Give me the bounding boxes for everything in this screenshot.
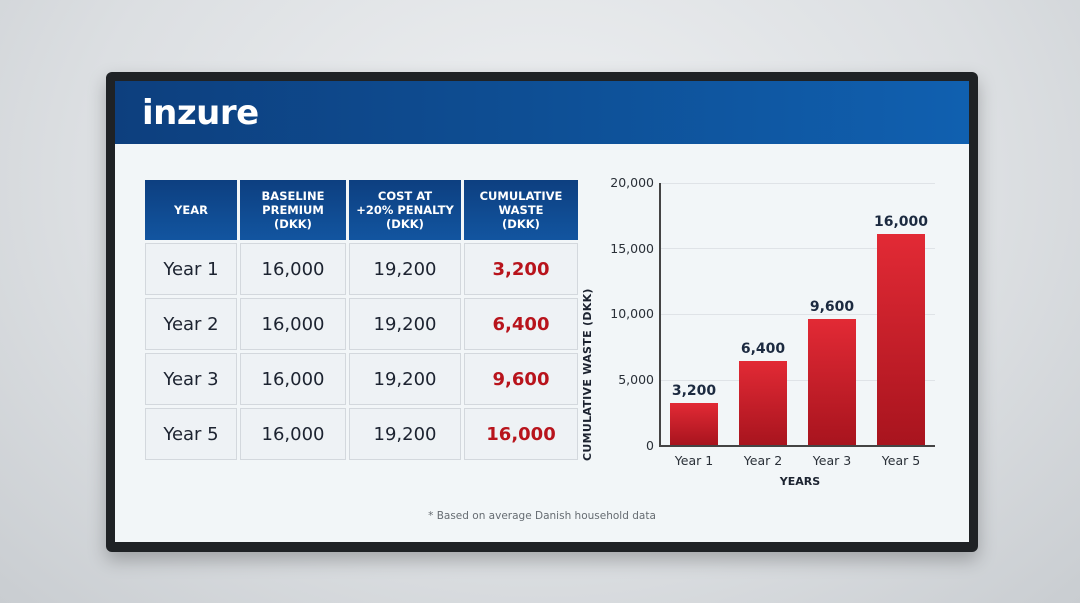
table-row: Year 5 16,000 19,200 16,000 bbox=[145, 408, 578, 460]
cell-baseline: 16,000 bbox=[240, 408, 346, 460]
y-tick: 20,000 bbox=[610, 175, 654, 190]
column-header-baseline: BASELINE PREMIUM (DKK) bbox=[240, 180, 346, 240]
table-row: Year 3 16,000 19,200 9,600 bbox=[145, 353, 578, 405]
cell-baseline: 16,000 bbox=[240, 353, 346, 405]
cell-waste: 6,400 bbox=[464, 298, 578, 350]
column-header-year: YEAR bbox=[145, 180, 237, 240]
bar-value-label: 16,000 bbox=[873, 214, 929, 230]
x-tick: Year 1 bbox=[674, 453, 714, 468]
waste-table: YEAR BASELINE PREMIUM (DKK) COST AT +20% PE… bbox=[142, 177, 581, 463]
brand-logo: inzure bbox=[142, 93, 259, 133]
gridline bbox=[660, 314, 935, 315]
table-row: Year 2 16,000 19,200 6,400 bbox=[145, 298, 578, 350]
cell-waste: 9,600 bbox=[464, 353, 578, 405]
y-tick: 10,000 bbox=[610, 306, 654, 321]
gridline bbox=[660, 380, 935, 381]
cell-penalty: 19,200 bbox=[349, 298, 461, 350]
bar-year-3 bbox=[808, 319, 856, 445]
bar-value-label: 3,200 bbox=[671, 383, 717, 399]
x-axis-label: YEARS bbox=[779, 475, 821, 488]
cell-year: Year 2 bbox=[145, 298, 237, 350]
table-header-row: YEAR BASELINE PREMIUM (DKK) COST AT +20% PE… bbox=[145, 180, 578, 240]
cell-year: Year 1 bbox=[145, 243, 237, 295]
y-axis-label: CUMULATIVE WASTE (DKK) bbox=[581, 288, 594, 461]
x-tick: Year 2 bbox=[743, 453, 783, 468]
bar-value-label: 9,600 bbox=[809, 299, 855, 315]
slide-screen: inzure YEAR BASELINE PREMIUM (DKK) COST AT… bbox=[115, 81, 969, 542]
x-tick: Year 3 bbox=[812, 453, 852, 468]
cell-year: Year 5 bbox=[145, 408, 237, 460]
cell-penalty: 19,200 bbox=[349, 408, 461, 460]
bar-year-5 bbox=[877, 234, 925, 445]
y-tick: 5,000 bbox=[618, 372, 654, 387]
cell-baseline: 16,000 bbox=[240, 243, 346, 295]
y-axis bbox=[659, 183, 661, 446]
footnote: * Based on average Danish household data bbox=[428, 510, 656, 522]
gridline bbox=[660, 183, 935, 184]
cell-penalty: 19,200 bbox=[349, 243, 461, 295]
header-bar: inzure bbox=[115, 81, 969, 144]
bar-year-1 bbox=[670, 403, 718, 445]
column-header-penalty: COST AT +20% PENALTY (DKK) bbox=[349, 180, 461, 240]
y-tick: 0 bbox=[646, 438, 654, 453]
y-tick: 15,000 bbox=[610, 241, 654, 256]
display-monitor: inzure YEAR BASELINE PREMIUM (DKK) COST AT… bbox=[106, 72, 978, 552]
cell-baseline: 16,000 bbox=[240, 298, 346, 350]
cell-year: Year 3 bbox=[145, 353, 237, 405]
gridline bbox=[660, 248, 935, 249]
cell-waste: 3,200 bbox=[464, 243, 578, 295]
cell-penalty: 19,200 bbox=[349, 353, 461, 405]
cell-waste: 16,000 bbox=[464, 408, 578, 460]
x-tick: Year 5 bbox=[881, 453, 921, 468]
x-axis bbox=[659, 445, 935, 447]
bar-value-label: 6,400 bbox=[740, 341, 786, 357]
bar-year-2 bbox=[739, 361, 787, 445]
table-row: Year 1 16,000 19,200 3,200 bbox=[145, 243, 578, 295]
waste-bar-chart: CUMULATIVE WASTE (DKK) 20,000 15,000 10,… bbox=[575, 171, 955, 501]
column-header-waste: CUMULATIVE WASTE (DKK) bbox=[464, 180, 578, 240]
